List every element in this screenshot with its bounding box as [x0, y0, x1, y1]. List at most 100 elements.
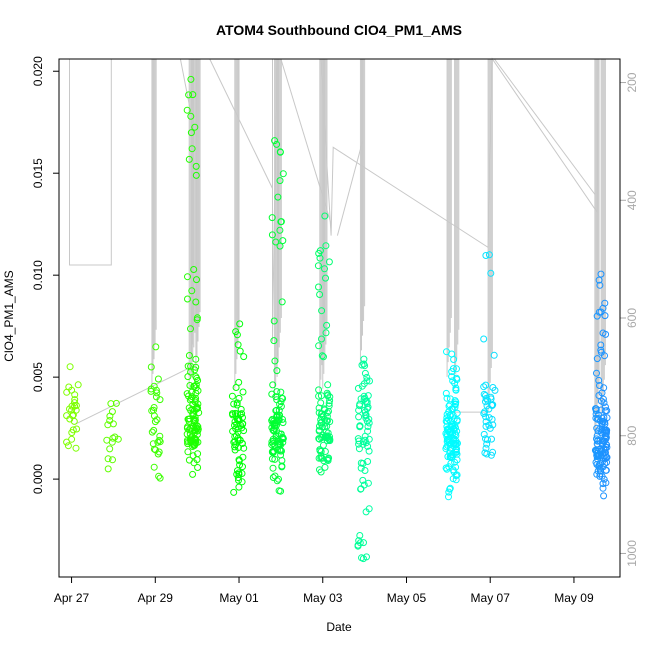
point-c5-25 — [269, 381, 277, 389]
point-c0-21 — [71, 391, 79, 399]
point-c8-78 — [450, 356, 458, 363]
point-notable-4 — [321, 212, 329, 220]
point-c8-44 — [452, 384, 460, 392]
point-c9-36 — [482, 252, 490, 259]
point-c7-14 — [364, 423, 372, 430]
point-c2-24 — [155, 472, 163, 480]
point-c3-25 — [185, 91, 193, 99]
point-c4-51 — [232, 412, 240, 420]
point-c3-35 — [192, 298, 200, 306]
point-c6-6 — [318, 335, 325, 343]
point-c4-35 — [233, 399, 241, 407]
point-c5-109 — [279, 395, 287, 402]
point-c5-97 — [279, 415, 286, 423]
point-notable-0 — [187, 75, 195, 83]
point-c2-22 — [150, 382, 158, 390]
point-c10-124 — [592, 414, 600, 422]
point-c5-28 — [276, 226, 284, 234]
point-c6-25 — [323, 321, 331, 329]
point-c5-101 — [279, 419, 287, 427]
point-c4-64 — [237, 405, 245, 413]
point-c6-78 — [326, 418, 334, 426]
point-c6-7 — [315, 386, 323, 394]
point-c2-12 — [153, 389, 161, 397]
y-tick-label-3: 0.015 — [31, 158, 45, 188]
point-c3-17 — [184, 362, 192, 370]
point-c3-23 — [189, 91, 197, 99]
scatter-points — [63, 75, 611, 563]
point-c3-101 — [184, 448, 192, 456]
point-c4-69 — [231, 446, 239, 454]
point-c9-6 — [482, 381, 490, 389]
point-c6-85 — [326, 393, 334, 401]
point-c6-80 — [319, 441, 327, 449]
point-c10-31 — [596, 281, 604, 289]
y2-diagonal-0 — [75, 364, 196, 425]
y2-diagonal-1 — [209, 58, 273, 189]
point-c8-103 — [442, 430, 450, 437]
point-c10-18 — [593, 369, 600, 377]
point-c5-92 — [275, 406, 283, 414]
point-c7-58 — [365, 435, 373, 443]
point-c5-88 — [273, 140, 281, 148]
point-c8-75 — [445, 488, 453, 496]
point-c3-114 — [185, 352, 193, 359]
point-c10-87 — [593, 355, 601, 363]
point-c9-28 — [480, 410, 488, 417]
point-c8-88 — [443, 414, 451, 422]
point-c5-85 — [269, 474, 277, 481]
point-c6-39 — [325, 407, 332, 415]
point-c4-6 — [240, 353, 248, 361]
point-c7-40 — [356, 532, 364, 539]
point-c10-85 — [597, 452, 605, 460]
point-c5-94 — [276, 148, 284, 156]
point-c10-111 — [601, 460, 609, 467]
point-c10-88 — [594, 467, 602, 475]
point-c10-102 — [592, 458, 600, 466]
point-c9-25 — [482, 395, 490, 402]
point-c3-84 — [186, 430, 194, 438]
point-c2-21 — [150, 404, 158, 411]
point-c6-36 — [320, 353, 327, 361]
point-c10-91 — [600, 492, 608, 500]
point-c6-15 — [315, 283, 322, 291]
y-tick-label-2: 0.010 — [31, 260, 45, 290]
point-c7-44 — [364, 458, 372, 465]
x-tick-label-6: May 09 — [554, 591, 594, 605]
point-c8-86 — [445, 408, 453, 416]
point-c10-9 — [595, 276, 603, 284]
y2-diagonal-3 — [336, 141, 364, 236]
point-c5-107 — [278, 457, 286, 464]
point-c4-29 — [235, 394, 243, 402]
point-c0-22 — [68, 429, 76, 437]
point-c8-87 — [453, 409, 461, 417]
point-c10-108 — [596, 437, 604, 445]
point-c10-58 — [602, 479, 610, 487]
point-c5-21 — [277, 402, 285, 410]
point-c6-68 — [316, 247, 324, 255]
point-c5-89 — [279, 237, 287, 245]
point-notable-5 — [485, 251, 493, 259]
point-c10-126 — [596, 382, 603, 389]
x-tick-label-5: May 07 — [471, 591, 511, 605]
point-c8-35 — [446, 484, 454, 492]
point-c8-106 — [449, 466, 457, 474]
point-c10-99 — [602, 449, 609, 457]
point-c9-39 — [482, 398, 489, 406]
point-c6-87 — [323, 437, 331, 445]
point-c4-44 — [240, 444, 248, 452]
point-c3-119 — [192, 439, 200, 447]
point-c3-3 — [192, 162, 200, 170]
point-c1-10 — [104, 421, 112, 429]
point-c8-102 — [442, 464, 450, 472]
point-c10-78 — [595, 376, 603, 384]
point-c6-82 — [324, 429, 332, 437]
point-c2-14 — [150, 463, 158, 471]
point-c6-65 — [322, 242, 330, 250]
point-c1-13 — [109, 434, 117, 442]
point-c5-68 — [277, 487, 285, 495]
point-c10-71 — [603, 426, 611, 434]
point-c0-19 — [71, 402, 79, 410]
point-c3-52 — [194, 450, 202, 458]
point-c10-96 — [593, 451, 601, 459]
